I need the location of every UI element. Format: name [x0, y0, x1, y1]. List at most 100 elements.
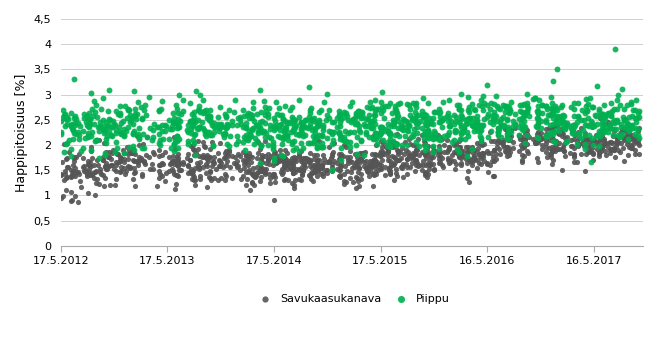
Piippu [190, 152, 201, 158]
Savukaasukanava [310, 162, 320, 168]
Savukaasukanava [111, 168, 121, 174]
Piippu [623, 121, 634, 126]
Piippu [574, 130, 584, 136]
Savukaasukanava [443, 147, 453, 153]
Piippu [288, 126, 299, 132]
Piippu [231, 141, 241, 147]
Piippu [264, 134, 274, 140]
Savukaasukanava [172, 154, 183, 160]
Savukaasukanava [569, 154, 580, 159]
Piippu [238, 139, 248, 145]
Savukaasukanava [72, 199, 83, 205]
Savukaasukanava [454, 154, 465, 160]
Savukaasukanava [260, 171, 270, 176]
Piippu [396, 125, 407, 131]
Savukaasukanava [240, 158, 251, 164]
Savukaasukanava [603, 144, 613, 150]
Savukaasukanava [157, 173, 167, 179]
Piippu [559, 119, 570, 125]
Savukaasukanava [157, 161, 168, 167]
Piippu [547, 110, 557, 116]
Piippu [246, 133, 257, 139]
Piippu [407, 131, 418, 136]
Savukaasukanava [460, 153, 470, 158]
Savukaasukanava [522, 132, 533, 138]
Savukaasukanava [278, 162, 289, 168]
Piippu [222, 121, 232, 127]
Piippu [457, 114, 467, 120]
Piippu [422, 135, 433, 140]
Savukaasukanava [297, 172, 307, 177]
Piippu [104, 87, 114, 93]
Savukaasukanava [557, 167, 568, 173]
Savukaasukanava [309, 169, 319, 175]
Savukaasukanava [293, 153, 304, 159]
Piippu [224, 143, 235, 149]
Savukaasukanava [548, 145, 559, 151]
Piippu [516, 121, 526, 126]
Savukaasukanava [205, 154, 216, 160]
Piippu [311, 135, 322, 140]
Savukaasukanava [481, 149, 492, 154]
Piippu [457, 130, 468, 135]
Savukaasukanava [103, 154, 113, 159]
Savukaasukanava [615, 149, 625, 155]
Piippu [118, 132, 129, 138]
Piippu [544, 132, 554, 138]
Piippu [630, 116, 640, 121]
Piippu [186, 111, 197, 117]
Piippu [118, 118, 128, 123]
Piippu [357, 110, 367, 116]
Piippu [189, 114, 199, 120]
Savukaasukanava [407, 150, 418, 156]
Savukaasukanava [632, 128, 643, 134]
Piippu [456, 124, 467, 130]
Piippu [282, 132, 292, 138]
Savukaasukanava [551, 147, 562, 152]
Savukaasukanava [168, 168, 178, 174]
Savukaasukanava [152, 183, 163, 189]
Savukaasukanava [532, 116, 543, 122]
Savukaasukanava [108, 147, 118, 152]
Piippu [278, 153, 288, 159]
Savukaasukanava [310, 165, 320, 171]
Piippu [556, 113, 567, 119]
Savukaasukanava [630, 134, 641, 140]
Savukaasukanava [282, 157, 292, 163]
Piippu [265, 126, 276, 132]
Savukaasukanava [247, 171, 257, 177]
Piippu [497, 114, 508, 120]
Savukaasukanava [345, 154, 356, 160]
Savukaasukanava [496, 122, 507, 128]
Piippu [599, 121, 609, 127]
Savukaasukanava [364, 173, 374, 179]
Savukaasukanava [345, 158, 356, 164]
Piippu [234, 114, 245, 120]
Piippu [520, 109, 530, 114]
Piippu [170, 120, 180, 125]
Savukaasukanava [169, 171, 180, 177]
Piippu [494, 126, 504, 132]
Piippu [600, 112, 611, 118]
Savukaasukanava [154, 175, 164, 181]
Piippu [475, 128, 486, 134]
Piippu [121, 116, 132, 121]
Piippu [472, 117, 482, 123]
Piippu [493, 125, 503, 131]
Savukaasukanava [368, 171, 378, 177]
Savukaasukanava [444, 161, 455, 166]
Savukaasukanava [558, 144, 569, 150]
Savukaasukanava [533, 159, 544, 165]
Piippu [594, 109, 604, 114]
Piippu [569, 131, 579, 137]
Piippu [522, 100, 532, 106]
Savukaasukanava [214, 157, 224, 163]
Piippu [384, 130, 394, 136]
Savukaasukanava [95, 171, 106, 177]
Savukaasukanava [84, 162, 94, 168]
Savukaasukanava [123, 152, 134, 157]
Piippu [216, 121, 227, 127]
Savukaasukanava [455, 162, 466, 167]
Piippu [459, 125, 470, 131]
Piippu [99, 130, 110, 136]
